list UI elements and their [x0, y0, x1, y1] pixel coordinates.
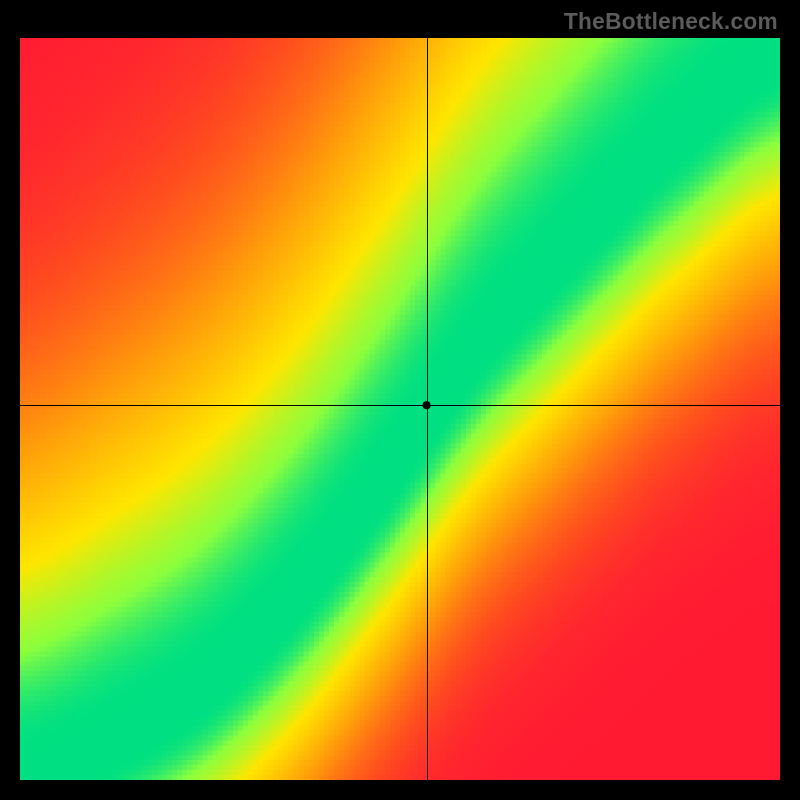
crosshair-overlay — [20, 38, 780, 780]
chart-frame: { "attribution": { "text": "TheBottlenec… — [0, 0, 800, 800]
attribution-text: TheBottleneck.com — [564, 8, 778, 35]
